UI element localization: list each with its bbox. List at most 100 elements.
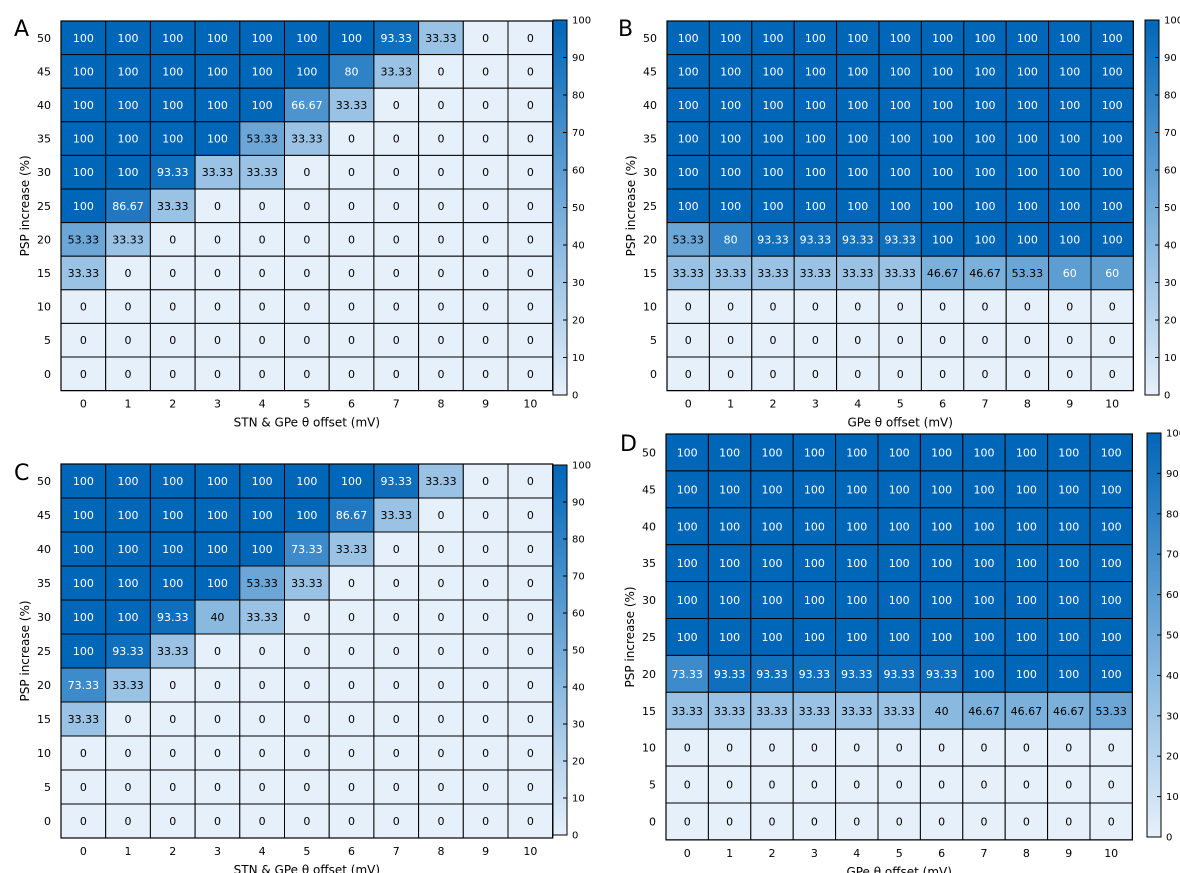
heatmap-cell (418, 667, 464, 703)
heatmap-cell (1048, 20, 1092, 56)
cell-value-label: 100 (73, 645, 94, 658)
heatmap-cell (751, 87, 795, 123)
cell-value-label: 0 (303, 166, 310, 179)
y-axis-label: PSP increase (%) (624, 155, 638, 256)
cell-value-label: 100 (207, 99, 228, 112)
cell-value-label: 0 (685, 334, 692, 347)
cell-value-label: 100 (931, 631, 952, 644)
heatmap-cell (920, 322, 965, 358)
cell-value-label: 100 (719, 520, 740, 533)
y-tick-label: 25 (642, 631, 656, 644)
cell-value-label: 33.33 (799, 705, 831, 718)
cell-value-label: 0 (482, 611, 489, 624)
heatmap-cell (507, 735, 554, 771)
heatmap-cell (60, 54, 107, 89)
cell-value-label: 0 (393, 577, 400, 590)
x-tick-label: 8 (1023, 847, 1030, 860)
x-tick-label: 0 (80, 845, 87, 858)
heatmap-cell (418, 222, 464, 257)
cell-value-label: 100 (252, 65, 273, 78)
y-tick-label: 25 (643, 200, 657, 213)
heatmap-cell (507, 497, 554, 533)
cell-value-label: 100 (847, 99, 868, 112)
cell-value-label: 100 (678, 99, 699, 112)
heatmap-cell (60, 289, 107, 324)
heatmap-cell (462, 154, 509, 190)
cell-value-label: 0 (684, 815, 691, 828)
cell-value-label: 0 (303, 747, 310, 760)
y-tick-label: 40 (37, 99, 51, 112)
cell-value-label: 0 (393, 301, 400, 314)
heatmap-cell (105, 154, 151, 190)
cell-value-label: 0 (482, 166, 489, 179)
cell-value-label: 100 (207, 133, 228, 146)
heatmap-cell (707, 470, 752, 509)
y-tick-label: 50 (37, 32, 51, 45)
heatmap-cell (105, 769, 151, 805)
heatmap-cell (962, 544, 1006, 583)
heatmap-cell (750, 507, 794, 546)
cell-value-label: 0 (981, 779, 988, 792)
heatmap-cell (239, 633, 286, 669)
heatmap-cell (751, 121, 795, 156)
cell-value-label: 0 (527, 747, 534, 760)
heatmap-cell (149, 497, 196, 533)
heatmap-cell (1048, 356, 1092, 392)
colorbar-tick-label: 90 (1166, 469, 1179, 480)
cell-value-label: 0 (1109, 334, 1116, 347)
cell-value-label: 0 (896, 779, 903, 792)
cell-value-label: 100 (805, 65, 826, 78)
cell-value-label: 0 (527, 475, 534, 488)
heatmap-cell (665, 765, 709, 804)
heatmap-cell (507, 701, 554, 737)
heatmap-cell (1089, 618, 1133, 656)
cell-value-label: 0 (437, 133, 444, 146)
cell-value-label: 33.33 (112, 679, 144, 692)
cell-value-label: 0 (80, 781, 87, 794)
cell-value-label: 46.67 (969, 267, 1001, 280)
y-tick-label: 50 (37, 475, 51, 488)
cell-value-label: 0 (854, 368, 861, 381)
heatmap-cell (239, 599, 286, 635)
heatmap-cell (418, 565, 464, 601)
colorbar-tick-label: 80 (1164, 91, 1177, 102)
heatmap-cell (878, 222, 922, 257)
heatmap-cell (1047, 728, 1091, 767)
colorbar-tick-label: 10 (572, 353, 585, 364)
cell-value-label: 100 (975, 99, 996, 112)
colorbar-tick-label: 100 (1164, 16, 1180, 27)
cell-value-label: 100 (73, 577, 94, 590)
heatmap-cell (920, 222, 965, 257)
x-tick-label: 4 (854, 398, 861, 411)
cell-value-label: 100 (1101, 594, 1122, 607)
cell-value-label: 0 (527, 645, 534, 658)
cell-value-label: 100 (846, 520, 867, 533)
cell-value-label: 0 (259, 334, 266, 347)
heatmap-cell (194, 255, 241, 291)
cell-value-label: 0 (527, 815, 534, 828)
cell-value-label: 0 (348, 713, 355, 726)
cell-value-label: 100 (1102, 133, 1123, 146)
cell-value-label: 0 (303, 611, 310, 624)
y-tick-label: 15 (642, 705, 656, 718)
cell-value-label: 0 (684, 779, 691, 792)
cell-value-label: 100 (762, 594, 783, 607)
cell-value-label: 0 (527, 65, 534, 78)
cell-value-label: 93.33 (757, 233, 789, 246)
heatmap-cell (707, 433, 752, 472)
cell-value-label: 0 (1066, 301, 1073, 314)
cell-value-label: 0 (259, 233, 266, 246)
cell-value-label: 100 (678, 133, 699, 146)
cell-value-label: 0 (482, 99, 489, 112)
cell-value-label: 0 (348, 781, 355, 794)
cell-value-label: 100 (1017, 233, 1038, 246)
cell-value-label: 100 (889, 594, 910, 607)
cell-value-label: 100 (252, 543, 273, 556)
cell-value-label: 0 (259, 679, 266, 692)
heatmap-cell (462, 54, 509, 89)
cell-value-label: 0 (854, 334, 861, 347)
cell-value-label: 0 (437, 267, 444, 280)
y-tick-label: 5 (44, 334, 51, 347)
heatmap-cell (60, 222, 107, 257)
cell-value-label: 100 (889, 557, 910, 570)
